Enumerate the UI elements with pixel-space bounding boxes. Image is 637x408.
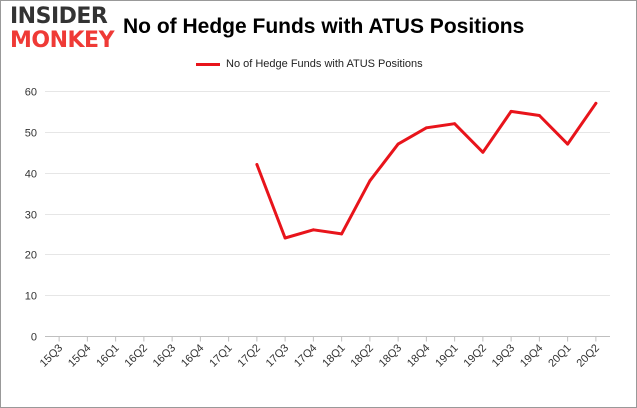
x-tick-label: 20Q1 (546, 342, 574, 370)
x-tick-label: 15Q4 (66, 342, 94, 370)
data-point (509, 110, 513, 113)
legend-swatch (196, 62, 220, 66)
data-point (283, 236, 287, 240)
y-tick-label: 0 (31, 332, 37, 344)
y-tick-label: 20 (25, 250, 37, 262)
data-point (566, 142, 570, 146)
x-tick-label: 19Q2 (461, 342, 489, 370)
y-tick-label: 10 (25, 291, 37, 303)
legend-label: No of Hedge Funds with ATUS Positions (226, 58, 423, 70)
x-tick-label: 19Q4 (518, 342, 546, 370)
x-tick-label: 16Q3 (151, 342, 179, 370)
data-point (424, 126, 428, 130)
data-point (453, 122, 457, 126)
y-tick-label: 50 (25, 128, 37, 140)
x-tick-label: 16Q4 (179, 342, 207, 370)
x-tick-label: 17Q2 (235, 342, 263, 370)
data-point (255, 163, 259, 166)
x-tick-label: 16Q1 (94, 342, 122, 370)
y-tick-label: 60 (25, 87, 37, 99)
series-line (255, 101, 598, 240)
data-point (537, 114, 541, 117)
chart-legend: No of Hedge Funds with ATUS Positions (196, 57, 423, 71)
logo-text-insider: INSIDER (10, 4, 108, 29)
x-tick-label: 18Q3 (377, 342, 405, 370)
insider-monkey-logo: INSIDER MONKEY (10, 6, 118, 56)
y-tick-label: 30 (25, 210, 37, 222)
x-tick-label: 17Q4 (292, 342, 320, 370)
logo-text-monkey: MONKEY (10, 28, 115, 53)
chart-title: No of Hedge Funds with ATUS Positions (123, 15, 525, 38)
x-tick-label: 17Q1 (207, 342, 235, 370)
x-tick-label: 18Q2 (348, 342, 376, 370)
data-point (368, 179, 372, 183)
x-tick-label: 18Q4 (405, 342, 433, 370)
data-point (311, 228, 315, 232)
x-tick-label: 18Q1 (320, 342, 348, 370)
data-point (481, 150, 485, 154)
x-tick-label: 15Q3 (38, 342, 66, 370)
x-tick-label: 20Q2 (574, 342, 602, 370)
data-point (594, 101, 598, 105)
x-tick-label: 19Q1 (433, 342, 461, 370)
x-tick-label: 17Q3 (264, 342, 292, 370)
x-tick-label: 19Q3 (490, 342, 518, 370)
y-tick-label: 40 (25, 169, 37, 181)
data-point (396, 142, 400, 146)
x-tick-label: 16Q2 (122, 342, 150, 370)
data-point (340, 232, 344, 236)
